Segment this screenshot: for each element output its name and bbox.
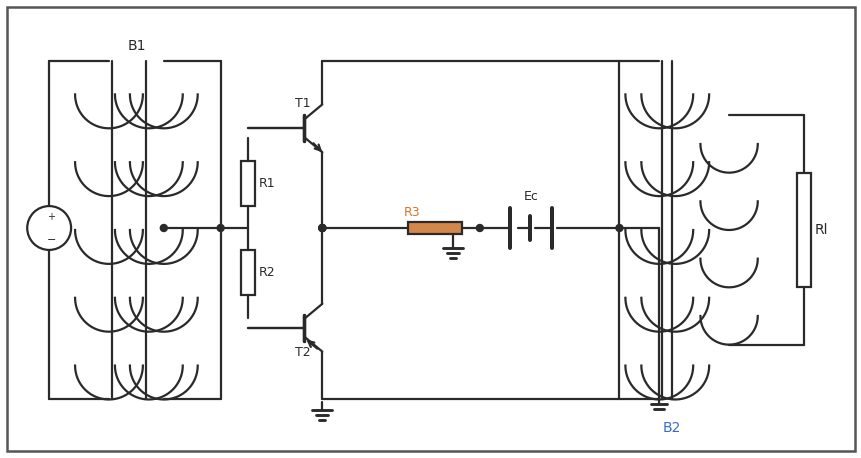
Text: +: +	[47, 212, 55, 222]
Text: −: −	[46, 235, 56, 245]
Text: Ec: Ec	[523, 190, 537, 203]
Circle shape	[28, 206, 71, 250]
Circle shape	[476, 224, 483, 231]
Circle shape	[319, 224, 325, 231]
Bar	[240, 161, 254, 206]
Text: B1: B1	[127, 38, 146, 53]
Circle shape	[217, 224, 224, 231]
Bar	[240, 251, 254, 295]
Text: T1: T1	[294, 98, 310, 110]
Text: R3: R3	[404, 206, 420, 218]
Circle shape	[319, 224, 325, 231]
Bar	[407, 222, 461, 234]
Text: T2: T2	[294, 346, 310, 359]
Circle shape	[160, 224, 167, 231]
Text: Rl: Rl	[814, 223, 827, 237]
Circle shape	[616, 224, 623, 231]
Circle shape	[319, 224, 325, 231]
Text: R2: R2	[258, 267, 275, 279]
Bar	[796, 173, 810, 287]
Text: B2: B2	[661, 421, 680, 436]
Text: R1: R1	[258, 177, 275, 190]
